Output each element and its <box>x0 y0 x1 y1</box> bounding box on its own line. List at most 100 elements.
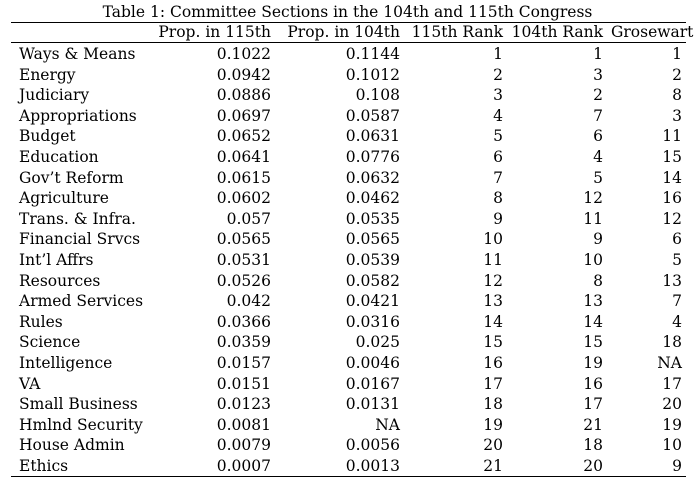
header-row: Prop. in 115th Prop. in 104th 115th Rank… <box>11 22 693 43</box>
cell-rank-104th: 14 <box>583 312 603 331</box>
cell-rank-115th: 2 <box>493 65 503 84</box>
cell-committee: Appropriations <box>19 106 137 125</box>
cell-committee: Ways & Means <box>19 45 136 63</box>
cell-prop-115th: 0.0007 <box>143 455 275 478</box>
cell-rank-104th: 20 <box>507 455 607 478</box>
cell-rank-115th: 11 <box>483 250 503 269</box>
table-row: Rules 0.0366 0.0316 14 14 4 <box>11 312 686 333</box>
table-row: Appropriations 0.0697 0.0587 4 7 3 <box>11 106 686 127</box>
cell-prop-115th: 0.0886 <box>216 86 271 105</box>
cell-rank-115th: 19 <box>483 415 503 434</box>
cell-prop-115th: 0.0157 <box>216 353 271 372</box>
cell-prop-115th: 0.0615 <box>216 168 271 187</box>
cell-rank-104th: 18 <box>583 436 603 455</box>
cell-rank-115th: 16 <box>483 353 503 372</box>
cell-rank-104th: 5 <box>593 168 603 187</box>
cell-rank-115th: 5 <box>493 127 503 146</box>
table-row: Judiciary 0.0886 0.108 3 2 8 <box>11 85 686 106</box>
cell-grosewart: 10 <box>662 436 682 455</box>
cell-grosewart: 13 <box>662 271 682 290</box>
cell-prop-104th: 0.0316 <box>345 312 400 331</box>
cell-grosewart: 1 <box>672 45 682 63</box>
cell-rank-115th: 20 <box>483 436 503 455</box>
cell-committee: Science <box>19 333 81 352</box>
cell-prop-104th: 0.0632 <box>345 168 400 187</box>
cell-committee: Financial Srvcs <box>19 230 141 249</box>
column-header-prop-104th: Prop. in 104th <box>275 22 404 43</box>
cell-rank-104th: 7 <box>593 106 603 125</box>
cell-rank-115th: 7 <box>493 168 503 187</box>
table-row: Gov’t Reform 0.0615 0.0632 7 5 14 <box>11 168 686 189</box>
table-row: Ethics 0.0007 0.0013 21 20 9 <box>11 455 686 478</box>
table-row: Energy 0.0942 0.1012 2 3 2 <box>11 65 686 86</box>
cell-rank-104th: 11 <box>583 209 603 228</box>
cell-prop-104th: 0.0167 <box>345 374 400 393</box>
cell-prop-104th: 0.0421 <box>345 292 400 311</box>
table-caption: Table 1: Committee Sections in the 104th… <box>102 3 593 21</box>
table-body: Ways & Means 0.1022 0.1144 1 1 1 Energy 0.0942 0… <box>11 43 686 478</box>
cell-rank-115th: 8 <box>493 189 503 208</box>
cell-committee: Budget <box>19 127 76 146</box>
cell-rank-104th: 16 <box>583 374 603 393</box>
cell-rank-115th: 18 <box>483 395 503 414</box>
cell-prop-104th: 0.0046 <box>345 353 400 372</box>
cell-committee: Agriculture <box>19 189 109 208</box>
cell-committee: Judiciary <box>19 86 90 105</box>
cell-committee: Int’l Affrs <box>19 250 94 269</box>
cell-grosewart: 20 <box>662 395 682 414</box>
table-row: Armed Services 0.042 0.0421 13 13 7 <box>11 291 686 312</box>
cell-committee: Energy <box>19 65 76 84</box>
cell-grosewart: 11 <box>662 127 682 146</box>
cell-grosewart: NA <box>657 353 682 372</box>
cell-rank-115th: 14 <box>483 312 503 331</box>
column-header-grosewart: Grosewart <box>607 22 693 43</box>
table-row: Agriculture 0.0602 0.0462 8 12 16 <box>11 188 686 209</box>
table-row: Intelligence 0.0157 0.0046 16 19 NA <box>11 353 686 374</box>
cell-grosewart: 9 <box>607 455 686 478</box>
cell-committee: Intelligence <box>19 353 113 372</box>
cell-rank-104th: 15 <box>583 333 603 352</box>
cell-prop-115th: 0.0641 <box>216 147 271 166</box>
table-row: Financial Srvcs 0.0565 0.0565 10 9 6 <box>11 229 686 250</box>
cell-committee: House Admin <box>19 436 125 455</box>
cell-grosewart: 3 <box>672 106 682 125</box>
column-header-prop-115th: Prop. in 115th <box>143 22 275 43</box>
cell-committee: Resources <box>19 271 101 290</box>
cell-rank-115th: 4 <box>493 106 503 125</box>
cell-prop-104th: NA <box>375 415 400 434</box>
cell-rank-104th: 12 <box>583 189 603 208</box>
cell-rank-104th: 19 <box>583 353 603 372</box>
cell-rank-104th: 6 <box>593 127 603 146</box>
cell-rank-115th: 12 <box>483 271 503 290</box>
cell-prop-115th: 0.0123 <box>216 395 271 414</box>
table-row: Small Business 0.0123 0.0131 18 17 20 <box>11 394 686 415</box>
cell-prop-104th: 0.0013 <box>275 455 404 478</box>
table-row: Budget 0.0652 0.0631 5 6 11 <box>11 126 686 147</box>
cell-prop-104th: 0.0587 <box>345 106 400 125</box>
cell-prop-104th: 0.1012 <box>345 65 400 84</box>
cell-rank-104th: 9 <box>593 230 603 249</box>
cell-rank-104th: 2 <box>593 86 603 105</box>
cell-rank-104th: 3 <box>593 65 603 84</box>
cell-committee: Small Business <box>19 395 138 414</box>
cell-grosewart: 12 <box>662 209 682 228</box>
cell-grosewart: 16 <box>662 189 682 208</box>
cell-rank-115th: 1 <box>493 45 503 63</box>
cell-grosewart: 19 <box>662 415 682 434</box>
cell-grosewart: 7 <box>672 292 682 311</box>
cell-rank-104th: 10 <box>583 250 603 269</box>
cell-prop-104th: 0.025 <box>355 333 400 352</box>
table-row: Hmlnd Security 0.0081 NA 19 21 19 <box>11 415 686 436</box>
cell-committee: Armed Services <box>19 292 144 311</box>
cell-grosewart: 17 <box>662 374 682 393</box>
cell-prop-115th: 0.0565 <box>216 230 271 249</box>
committee-table: Prop. in 115th Prop. in 104th 115th Rank… <box>11 22 693 478</box>
cell-prop-115th: 0.0081 <box>216 415 271 434</box>
cell-rank-115th: 15 <box>483 333 503 352</box>
cell-prop-104th: 0.0535 <box>345 209 400 228</box>
cell-prop-104th: 0.1144 <box>345 45 400 63</box>
cell-rank-104th: 17 <box>583 395 603 414</box>
table-row: Trans. & Infra. 0.057 0.0535 9 11 12 <box>11 209 686 230</box>
cell-grosewart: 14 <box>662 168 682 187</box>
